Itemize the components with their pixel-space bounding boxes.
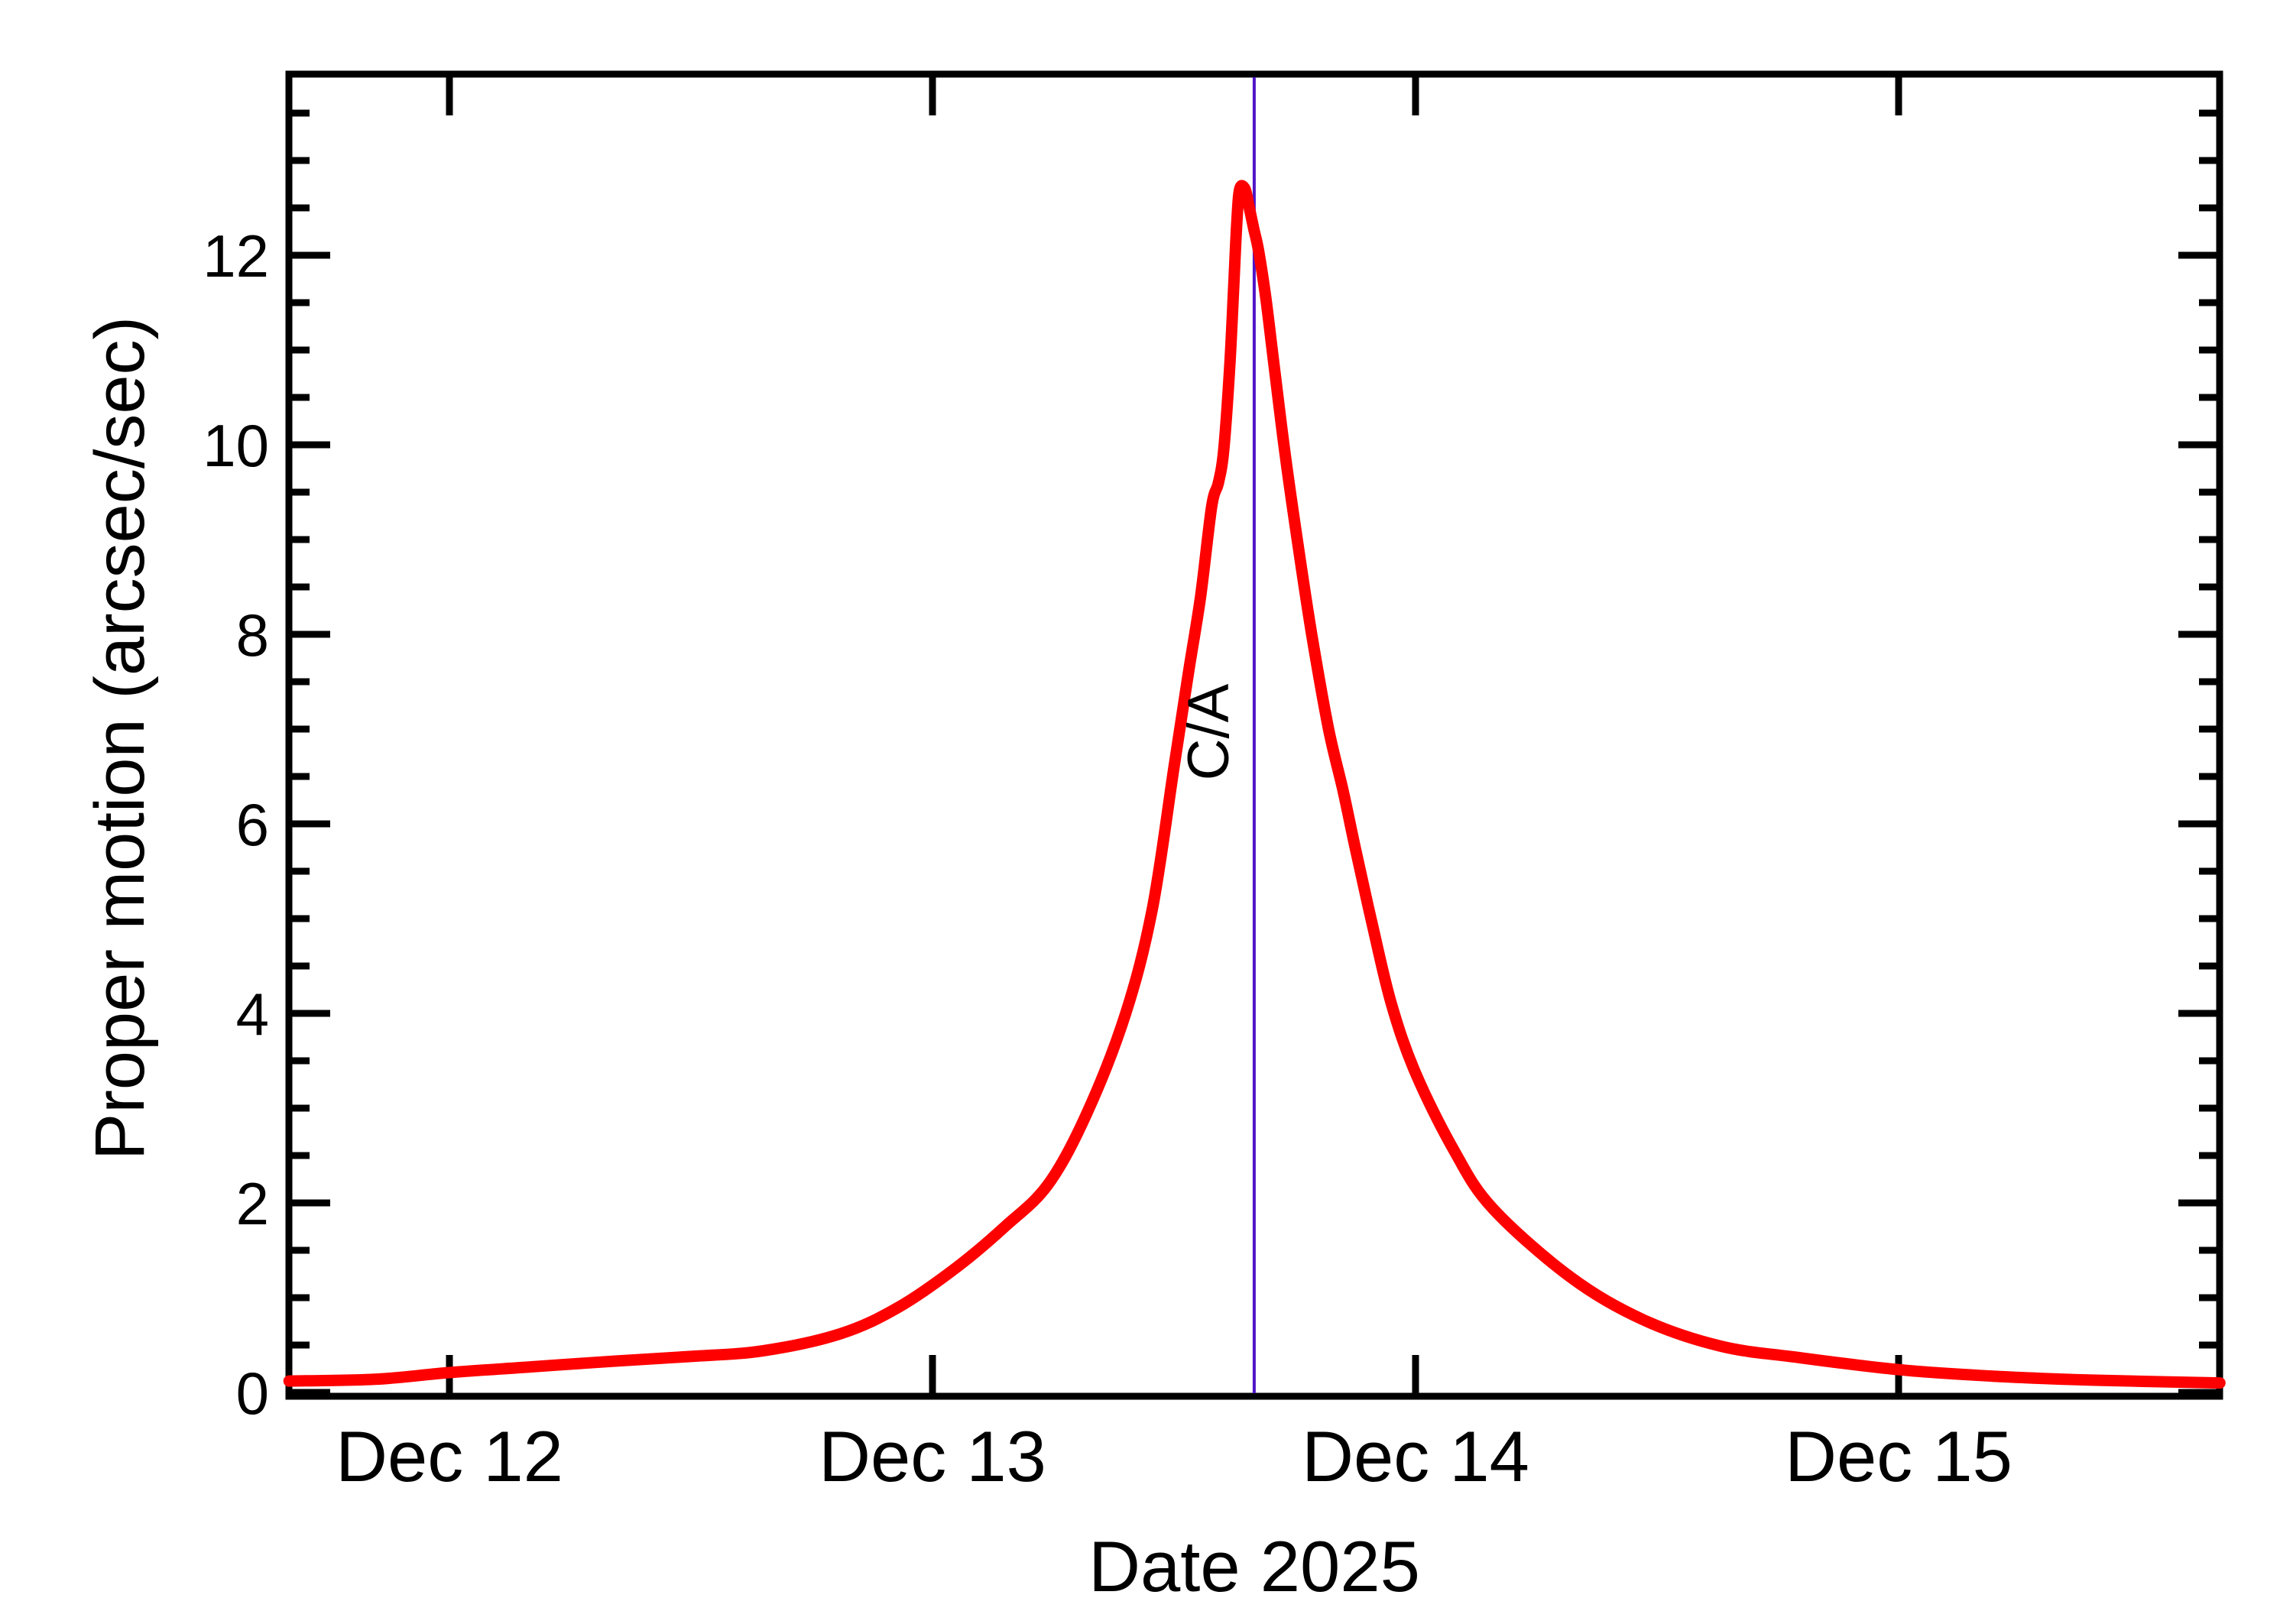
proper-motion-curve [283,180,2226,1389]
x-tick-label: Dec 12 [336,1416,563,1496]
y-tick-label: 6 [236,791,269,858]
y-axis-title: Proper motion (arcsec/sec) [81,316,159,1160]
y-tick-label: 8 [236,601,269,669]
y-tick-label: 10 [203,412,269,479]
y-tick-label: 0 [236,1360,269,1427]
x-tick-label: Dec 13 [819,1416,1046,1496]
y-tick-label: 12 [203,222,269,290]
closest-approach-label: C/A [1176,683,1241,780]
y-tick-label: 4 [236,981,269,1048]
x-tick-labels: Dec 12 Dec 13 Dec 14 Dec 15 [336,1416,2012,1496]
x-tick-label: Dec 14 [1302,1416,1529,1496]
x-tick-label: Dec 15 [1785,1416,2012,1496]
plot-border [285,70,2223,1400]
x-axis-title: Date 2025 [1088,1526,1420,1606]
y-tick-labels: 0 2 4 6 8 10 12 [203,222,269,1427]
y-tick-label: 2 [236,1170,269,1237]
